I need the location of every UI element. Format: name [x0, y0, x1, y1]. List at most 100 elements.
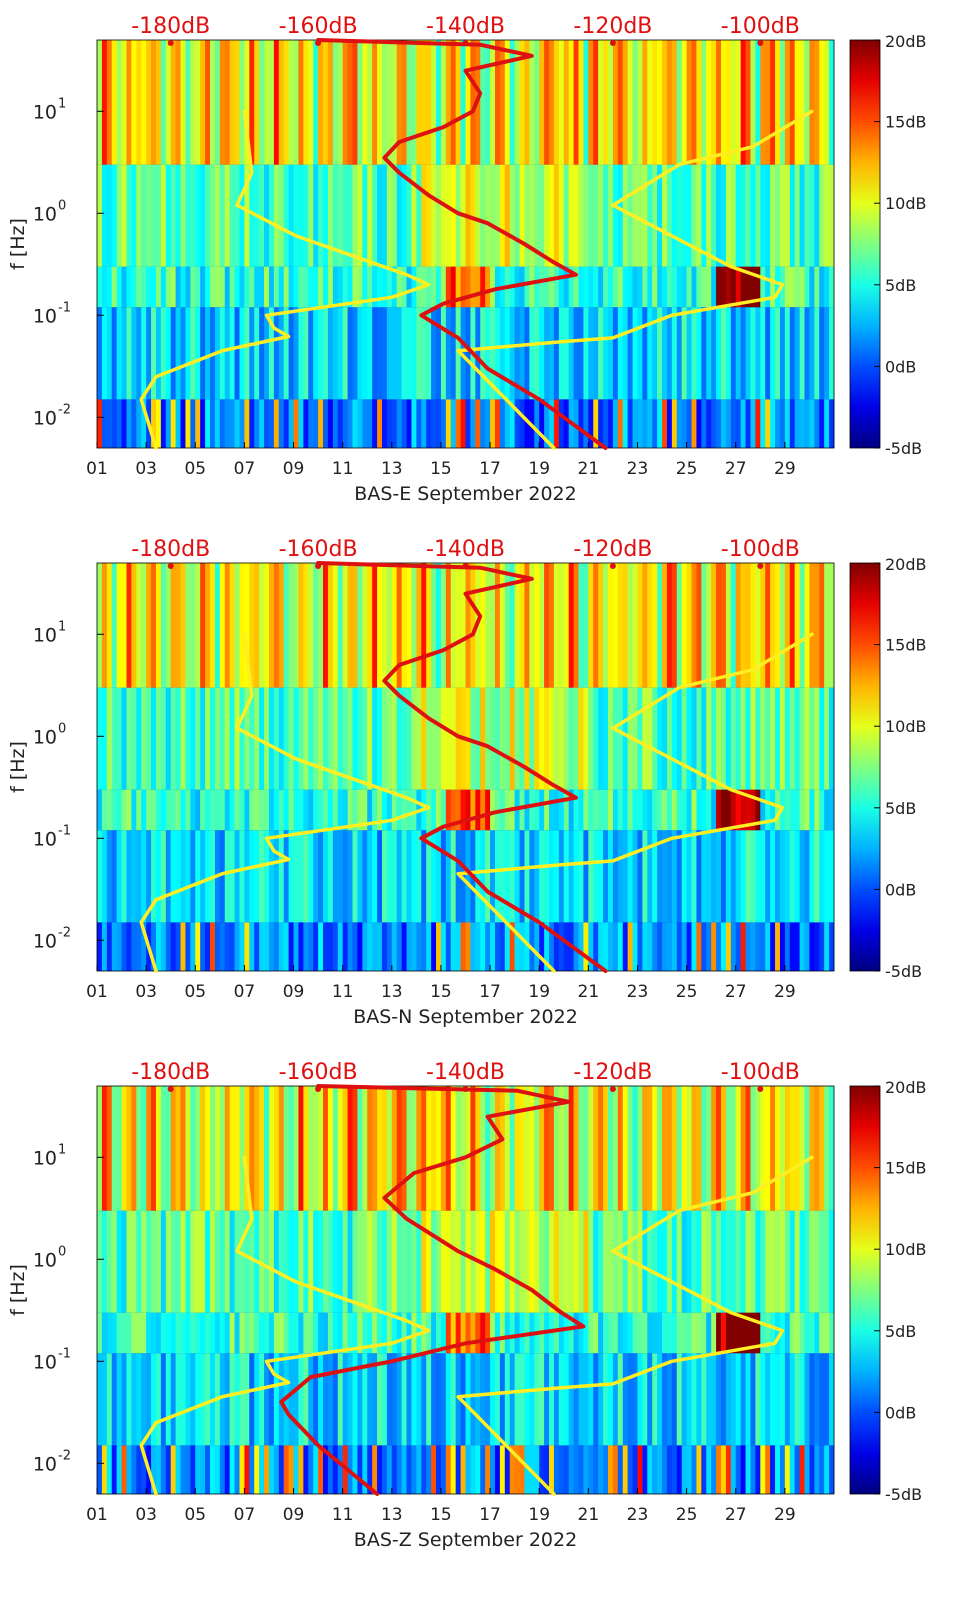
colorbar-tick-label: 15dB [885, 1159, 927, 1178]
top-db-tick-label: -120dB [573, 537, 652, 562]
colorbar-tick-label: 5dB [885, 1322, 916, 1341]
colorbar-tick-label: 0dB [885, 357, 916, 376]
x-tick-label: 13 [381, 1505, 403, 1525]
colorbar-tick-label: 20dB [885, 32, 927, 51]
red-measured-psd [279, 1084, 586, 1496]
y-axis-label: f [Hz] [7, 1264, 29, 1316]
y-tick-label: 10 [33, 726, 57, 748]
colorbar-tick-label: 5dB [885, 276, 916, 295]
x-tick-label: 15 [430, 1505, 452, 1525]
x-tick-label: 21 [578, 982, 600, 1002]
x-tick-label: 17 [479, 1505, 501, 1525]
colorbar [849, 1085, 881, 1495]
x-tick-label: 01 [86, 459, 108, 479]
spectrogram-image [97, 1086, 835, 1494]
y-tick-label: 10 [33, 1351, 57, 1373]
y-tick-exponent: -1 [58, 300, 71, 315]
y-tick-exponent: 1 [58, 96, 66, 111]
top-db-tick-label: -160dB [279, 14, 358, 39]
y-tick-label: 10 [33, 1249, 57, 1271]
x-axis-label: BAS-E September 2022 [354, 483, 576, 505]
y-tick-exponent: -2 [58, 1448, 71, 1463]
yellow-model-curve-right [456, 632, 814, 973]
x-tick-label: 03 [135, 459, 157, 479]
x-axis-label: BAS-Z September 2022 [354, 1529, 577, 1551]
y-axis-label: f [Hz] [7, 741, 29, 793]
spectrogram-image [97, 40, 835, 448]
x-tick-label: 23 [627, 982, 649, 1002]
x-tick-label: 15 [430, 459, 452, 479]
colorbar-tick-label: -5dB [885, 962, 922, 981]
x-tick-label: 13 [381, 982, 403, 1002]
colorbar-tick-label: 10dB [885, 194, 927, 213]
yellow-model-curve [139, 109, 431, 450]
y-tick-label: 10 [33, 407, 57, 429]
x-tick-label: 21 [578, 459, 600, 479]
top-db-tick-label: -180dB [131, 537, 210, 562]
y-tick-exponent: -2 [58, 925, 71, 940]
x-tick-label: 27 [725, 1505, 747, 1525]
y-tick-exponent: 0 [58, 1244, 66, 1259]
y-axis-label: f [Hz] [7, 218, 29, 270]
x-tick-label: 27 [725, 459, 747, 479]
x-tick-label: 21 [578, 1505, 600, 1525]
x-tick-label: 01 [86, 1505, 108, 1525]
x-tick-label: 13 [381, 459, 403, 479]
x-tick-label: 11 [332, 459, 354, 479]
colorbar-tick-label: 5dB [885, 799, 916, 818]
x-tick-label: 07 [234, 1505, 256, 1525]
top-db-tick-label: -140dB [426, 1060, 505, 1085]
x-tick-label: 11 [332, 982, 354, 1002]
yellow-model-curve [139, 632, 431, 973]
top-db-tick-label: -160dB [279, 537, 358, 562]
colorbar-tick-label: 20dB [885, 555, 927, 574]
x-tick-label: 29 [774, 982, 796, 1002]
y-tick-label: 10 [33, 930, 57, 952]
colorbar-tick-label: 0dB [885, 880, 916, 899]
y-tick-exponent: -2 [58, 402, 71, 417]
top-db-tick-label: -140dB [426, 14, 505, 39]
colorbar-tick-label: 0dB [885, 1403, 916, 1422]
x-tick-label: 01 [86, 982, 108, 1002]
x-tick-label: 05 [184, 1505, 206, 1525]
y-tick-exponent: -1 [58, 1346, 71, 1361]
x-tick-label: 23 [627, 1505, 649, 1525]
x-tick-label: 19 [528, 982, 550, 1002]
x-tick-label: 29 [774, 459, 796, 479]
x-tick-label: 25 [676, 1505, 698, 1525]
x-tick-label: 29 [774, 1505, 796, 1525]
x-tick-label: 09 [283, 1505, 305, 1525]
x-tick-label: 17 [479, 459, 501, 479]
red-measured-psd [316, 38, 608, 450]
x-tick-label: 25 [676, 982, 698, 1002]
top-db-tick-label: -120dB [573, 14, 652, 39]
colorbar-tick-label: -5dB [885, 1485, 922, 1504]
colorbar-tick-label: -5dB [885, 439, 922, 458]
y-tick-label: 10 [33, 101, 57, 123]
colorbar [849, 562, 881, 972]
x-tick-label: 03 [135, 1505, 157, 1525]
top-db-tick-label: -120dB [573, 1060, 652, 1085]
y-tick-label: 10 [33, 1453, 57, 1475]
y-tick-exponent: 0 [58, 721, 66, 736]
top-db-tick-label: -140dB [426, 537, 505, 562]
y-tick-exponent: 0 [58, 198, 66, 213]
x-tick-label: 19 [528, 1505, 550, 1525]
x-tick-label: 25 [676, 459, 698, 479]
y-tick-exponent: -1 [58, 823, 71, 838]
x-tick-label: 23 [627, 459, 649, 479]
x-axis-label: BAS-N September 2022 [353, 1006, 578, 1028]
x-tick-label: 03 [135, 982, 157, 1002]
x-tick-label: 15 [430, 982, 452, 1002]
x-tick-label: 09 [283, 459, 305, 479]
x-tick-label: 07 [234, 459, 256, 479]
y-tick-label: 10 [33, 1147, 57, 1169]
spectrogram-image [97, 563, 835, 971]
x-tick-label: 07 [234, 982, 256, 1002]
x-tick-label: 19 [528, 459, 550, 479]
colorbar-tick-label: 15dB [885, 636, 927, 655]
y-tick-exponent: 1 [58, 619, 66, 634]
